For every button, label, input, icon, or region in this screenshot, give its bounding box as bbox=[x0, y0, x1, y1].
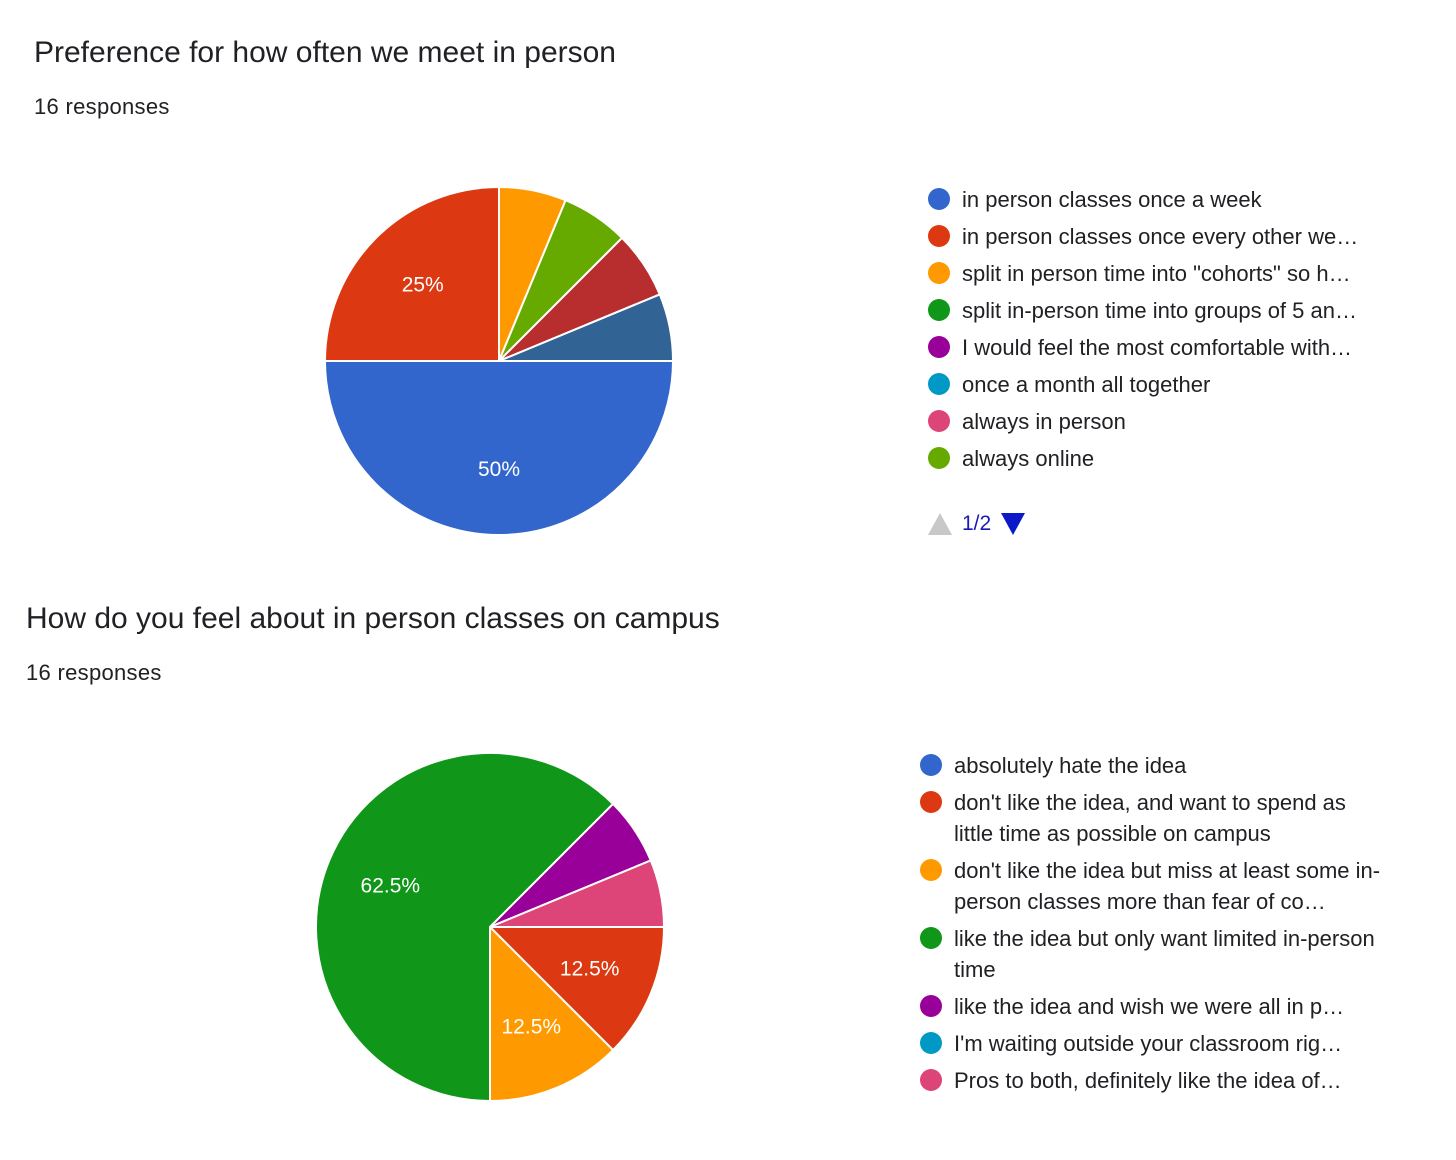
legend-label: always in person bbox=[962, 409, 1126, 434]
pie-chart-feelings: 12.5% 12.5% 62.5% bbox=[315, 752, 666, 1103]
slice-percentage-label: 25% bbox=[402, 274, 444, 297]
legend-item[interactable]: split in-person time into groups of 5 an… bbox=[928, 295, 1408, 326]
slice-percentage-label: 50% bbox=[478, 458, 520, 481]
legend-swatch-icon bbox=[928, 225, 950, 247]
legend-label: I'm waiting outside your classroom rig… bbox=[954, 1031, 1343, 1056]
legend-swatch-icon bbox=[928, 373, 950, 395]
legend-swatch-icon bbox=[920, 754, 942, 776]
legend-item[interactable]: don't like the idea but miss at least so… bbox=[920, 855, 1400, 917]
chart-title: Preference for how often we meet in pers… bbox=[34, 36, 616, 69]
next-page-arrow-icon[interactable] bbox=[1001, 513, 1026, 535]
pie-slice-like-the-idea-but-only-want-limited-in-p[interactable] bbox=[315, 752, 615, 1103]
legend-label: once a month all together bbox=[962, 372, 1211, 397]
legend-label: don't like the idea, and want to spend a… bbox=[954, 790, 1346, 846]
legend-item[interactable]: like the idea but only want limited in-p… bbox=[920, 923, 1400, 985]
legend-item[interactable]: like the idea and wish we were all in p… bbox=[920, 991, 1400, 1022]
legend-swatch-icon bbox=[928, 188, 950, 210]
legend-swatch-icon bbox=[928, 410, 950, 432]
slice-percentage-label: 12.5% bbox=[560, 957, 620, 980]
legend-frequency: in person classes once a week in person c… bbox=[928, 184, 1408, 480]
chart-title: How do you feel about in person classes … bbox=[26, 602, 720, 635]
legend-item[interactable]: once a month all together bbox=[928, 369, 1408, 400]
legend-swatch-icon bbox=[920, 791, 942, 813]
legend-label: like the idea and wish we were all in p… bbox=[954, 994, 1345, 1019]
legend-swatch-icon bbox=[920, 859, 942, 881]
legend-item[interactable]: always online bbox=[928, 443, 1408, 474]
legend-item[interactable]: in person classes once a week bbox=[928, 184, 1408, 215]
legend-label: Pros to both, definitely like the idea o… bbox=[954, 1068, 1342, 1093]
pie-slice-pros-to-both-definitely-like-the-idea-of[interactable] bbox=[489, 859, 666, 928]
legend-item[interactable]: split in person time into "cohorts" so h… bbox=[928, 258, 1408, 289]
pie-slice-don-t-like-the-idea-and-want-to-spend-as[interactable] bbox=[487, 926, 666, 1052]
legend-swatch-icon bbox=[928, 447, 950, 469]
pie-slice-series-9[interactable] bbox=[498, 293, 675, 362]
legend-feelings: absolutely hate the idea don't like the i… bbox=[920, 750, 1400, 1102]
legend-item[interactable]: don't like the idea, and want to spend a… bbox=[920, 787, 1400, 849]
chart-panel-feelings: How do you feel about in person classes … bbox=[0, 566, 1456, 1146]
response-count: 16 responses bbox=[34, 94, 170, 119]
legend-page-count: 1/2 bbox=[962, 512, 992, 535]
legend-item[interactable]: Pros to both, definitely like the idea o… bbox=[920, 1065, 1400, 1096]
legend-label: don't like the idea but miss at least so… bbox=[954, 858, 1381, 914]
slice-percentage-label: 12.5% bbox=[502, 1016, 562, 1039]
legend-item[interactable]: I'm waiting outside your classroom rig… bbox=[920, 1028, 1400, 1059]
legend-item[interactable]: always in person bbox=[928, 406, 1408, 437]
legend-label: split in-person time into groups of 5 an… bbox=[962, 298, 1357, 323]
legend-pager: 1/2 bbox=[928, 512, 1026, 536]
pie-slice-in-person-classes-once-a-week[interactable] bbox=[323, 360, 675, 536]
legend-swatch-icon bbox=[928, 299, 950, 321]
legend-label: split in person time into "cohorts" so h… bbox=[962, 261, 1351, 286]
legend-item[interactable]: in person classes once every other we… bbox=[928, 221, 1408, 252]
legend-swatch-icon bbox=[920, 1069, 942, 1091]
pie-chart-frequency: 50% 25% bbox=[323, 185, 675, 536]
slice-percentage-label: 62.5% bbox=[361, 875, 421, 898]
legend-label: like the idea but only want limited in-p… bbox=[954, 926, 1375, 982]
legend-swatch-icon bbox=[920, 927, 942, 949]
legend-swatch-icon bbox=[928, 336, 950, 358]
legend-swatch-icon bbox=[920, 1032, 942, 1054]
legend-label: absolutely hate the idea bbox=[954, 753, 1187, 778]
legend-swatch-icon bbox=[928, 262, 950, 284]
legend-label: in person classes once a week bbox=[962, 187, 1262, 212]
legend-swatch-icon bbox=[920, 995, 942, 1017]
response-count: 16 responses bbox=[26, 660, 162, 685]
previous-page-arrow-icon[interactable] bbox=[928, 513, 952, 535]
legend-label: always online bbox=[962, 446, 1095, 471]
chart-panel-frequency: Preference for how often we meet in pers… bbox=[34, 36, 1408, 536]
pie-slice-don-t-like-the-idea-but-miss-at-least-so[interactable] bbox=[489, 924, 615, 1103]
pie-slice-in-person-classes-once-every-other-we[interactable] bbox=[323, 185, 500, 362]
legend-label: I would feel the most comfortable with… bbox=[962, 335, 1353, 360]
legend-label: in person classes once every other we… bbox=[962, 224, 1359, 249]
legend-item[interactable]: I would feel the most comfortable with… bbox=[928, 332, 1408, 363]
legend-item[interactable]: absolutely hate the idea bbox=[920, 750, 1400, 781]
